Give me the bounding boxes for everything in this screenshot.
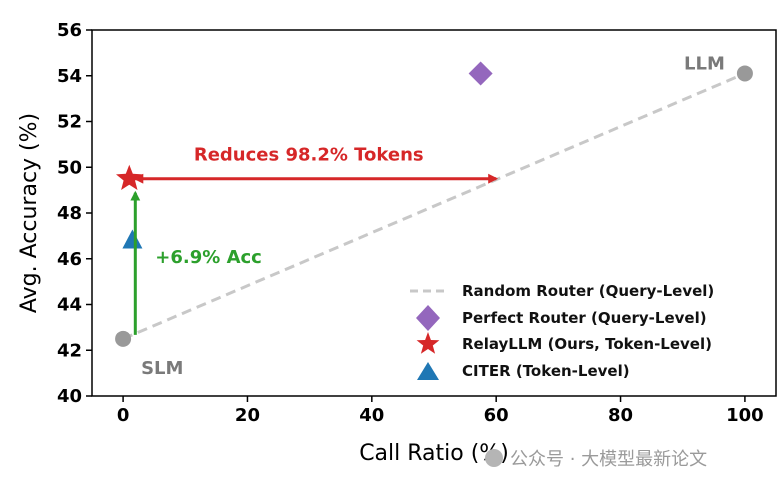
accuracy-annotation: +6.9% Acc (155, 247, 262, 268)
llm-point (736, 65, 753, 82)
slm-label: SLM (141, 358, 183, 379)
legend-perfect-router-marker (416, 305, 440, 331)
y-tick-label: 52 (57, 112, 82, 133)
citer-marker (122, 229, 143, 249)
llm-label: LLM (684, 53, 725, 74)
x-tick-label: 60 (484, 405, 509, 426)
y-tick-label: 40 (57, 386, 82, 407)
legend-relayllm-label: RelayLLM (Ours, Token-Level) (462, 335, 712, 353)
tokens-annotation: Reduces 98.2% Tokens (194, 145, 424, 166)
legend-citer-label: CITER (Token-Level) (462, 362, 630, 380)
y-axis-label: Avg. Accuracy (%) (17, 113, 42, 313)
watermark: 公众号 · 大模型最新论文 (485, 449, 707, 470)
y-tick-label: 46 (57, 249, 82, 270)
legend-citer-marker (417, 362, 439, 380)
random-router-line (122, 72, 746, 341)
legend-relayllm-marker (416, 332, 440, 354)
x-tick-label: 40 (359, 405, 384, 426)
relayllm-marker (116, 164, 143, 190)
y-tick-label: 54 (57, 66, 82, 87)
legend-random-router-label: Random Router (Query-Level) (462, 282, 714, 300)
y-tick-label: 48 (57, 203, 82, 224)
perfect-router-marker (468, 61, 493, 86)
annotations: Reduces 98.2% Tokens +6.9% Acc SLM LLM (130, 53, 725, 379)
y-tick-label: 56 (57, 20, 82, 41)
x-tick-label: 80 (608, 405, 633, 426)
legend: Random Router (Query-Level) Perfect Rout… (410, 282, 714, 380)
ticks: 0 20 40 60 80 100 40 42 44 46 48 50 52 54 56 (57, 20, 764, 426)
wechat-icon (485, 449, 503, 467)
y-tick-label: 44 (57, 295, 82, 316)
x-tick-label: 0 (117, 405, 130, 426)
legend-perfect-router-label: Perfect Router (Query-Level) (462, 309, 707, 327)
y-tick-label: 50 (57, 157, 82, 178)
slm-point (115, 330, 132, 347)
x-tick-label: 20 (235, 405, 260, 426)
series (115, 61, 753, 347)
x-axis-label: Call Ratio (%) (359, 441, 509, 466)
watermark-text: 公众号 · 大模型最新论文 (510, 449, 707, 470)
y-tick-label: 42 (57, 340, 82, 361)
x-tick-label: 100 (726, 405, 764, 426)
